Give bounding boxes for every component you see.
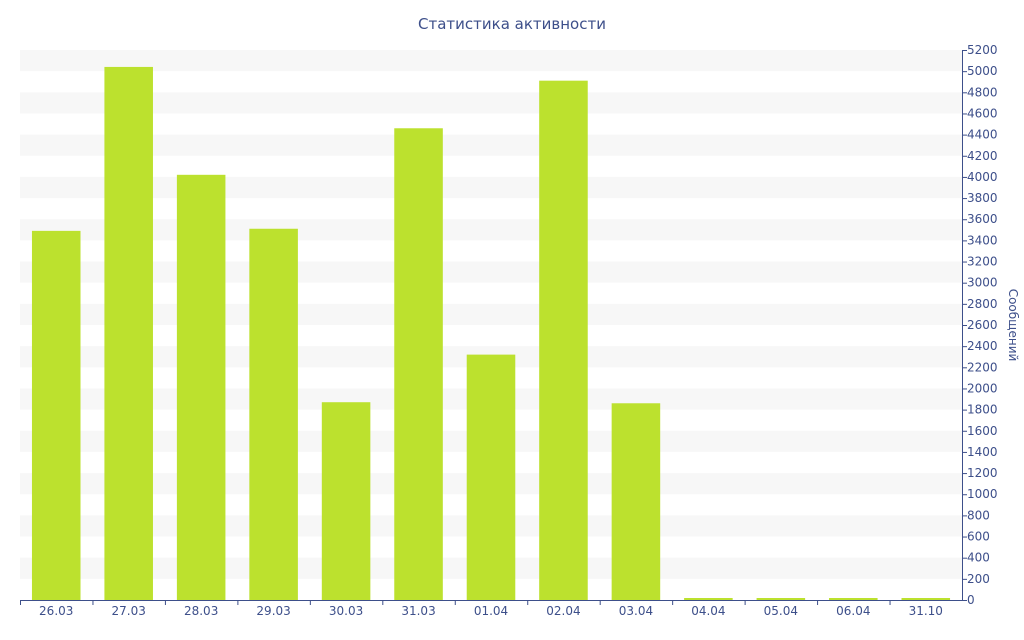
y-tick-label: 4400 — [967, 128, 998, 142]
grid-band — [20, 134, 962, 156]
grid-band — [20, 176, 962, 199]
y-tick-label: 2800 — [967, 297, 998, 311]
x-tick-label: 01.04 — [474, 604, 508, 618]
y-axis-label: Сообщений — [1006, 289, 1020, 362]
bar[interactable] — [31, 230, 81, 600]
y-tick-label: 4600 — [967, 106, 998, 120]
bar[interactable] — [249, 228, 298, 600]
bar[interactable] — [684, 598, 733, 600]
y-tick-label: 1200 — [967, 466, 998, 480]
y-tick-label: 4800 — [967, 85, 998, 99]
x-tick-label: 05.04 — [764, 604, 798, 618]
bar[interactable] — [394, 128, 443, 600]
y-tick-label: 1000 — [967, 487, 998, 501]
x-tick-label: 02.04 — [546, 604, 580, 618]
grid-band — [20, 261, 962, 283]
x-tick-label: 31.03 — [401, 604, 435, 618]
y-tick-label: 600 — [967, 530, 990, 544]
bar[interactable] — [829, 598, 878, 600]
x-ticks: 26.03 27.03 28.03 29.03 30.03 31.03 01.04 02.04… — [20, 600, 943, 618]
bar[interactable] — [539, 80, 588, 600]
y-tick-label: 0 — [967, 593, 975, 607]
x-tick-label: 30.03 — [329, 604, 363, 618]
x-tick-label: 27.03 — [112, 604, 146, 618]
x-tick-label: 29.03 — [256, 604, 290, 618]
y-tick-label: 3200 — [967, 255, 998, 269]
grid-band — [20, 303, 962, 325]
y-tick-label: 400 — [967, 551, 990, 565]
x-tick-label: 28.03 — [184, 604, 218, 618]
y-tick-label: 1800 — [967, 403, 998, 417]
bar[interactable] — [321, 402, 371, 600]
bar[interactable] — [176, 174, 226, 601]
bars — [31, 66, 951, 601]
y-tick-label: 2400 — [967, 339, 998, 353]
y-tick-label: 5000 — [967, 64, 998, 78]
y-tick-label: 5200 — [967, 43, 998, 57]
y-tick-label: 3600 — [967, 212, 998, 226]
bar[interactable] — [756, 598, 806, 600]
y-tick-label: 2200 — [967, 360, 998, 374]
grid-band — [20, 92, 962, 114]
y-ticks: 0 200 400 600 800 1000 1200 1400 1600 1800 2000 220… — [962, 43, 998, 607]
y-tick-label: 2000 — [967, 381, 998, 395]
x-tick-label: 26.03 — [39, 604, 73, 618]
y-tick-label: 200 — [967, 572, 990, 586]
y-tick-label: 3000 — [967, 276, 998, 290]
grid-band — [20, 50, 962, 72]
y-tick-label: 800 — [967, 508, 990, 522]
chart-title: Статистика активности — [418, 15, 606, 33]
bar[interactable] — [611, 403, 661, 600]
y-tick-label: 4000 — [967, 170, 998, 184]
bar[interactable] — [901, 598, 951, 600]
x-tick-label: 04.04 — [691, 604, 725, 618]
x-tick-label: 03.04 — [619, 604, 653, 618]
y-tick-label: 3800 — [967, 191, 998, 205]
y-tick-label: 3400 — [967, 233, 998, 247]
x-tick-label: 31.10 — [909, 604, 943, 618]
y-tick-label: 2600 — [967, 318, 998, 332]
x-tick-label: 06.04 — [836, 604, 870, 618]
grid-band — [20, 219, 962, 241]
y-tick-label: 1400 — [967, 445, 998, 459]
bar[interactable] — [466, 354, 516, 600]
y-tick-label: 1600 — [967, 424, 998, 438]
y-tick-label: 4200 — [967, 149, 998, 163]
bar[interactable] — [104, 66, 153, 600]
